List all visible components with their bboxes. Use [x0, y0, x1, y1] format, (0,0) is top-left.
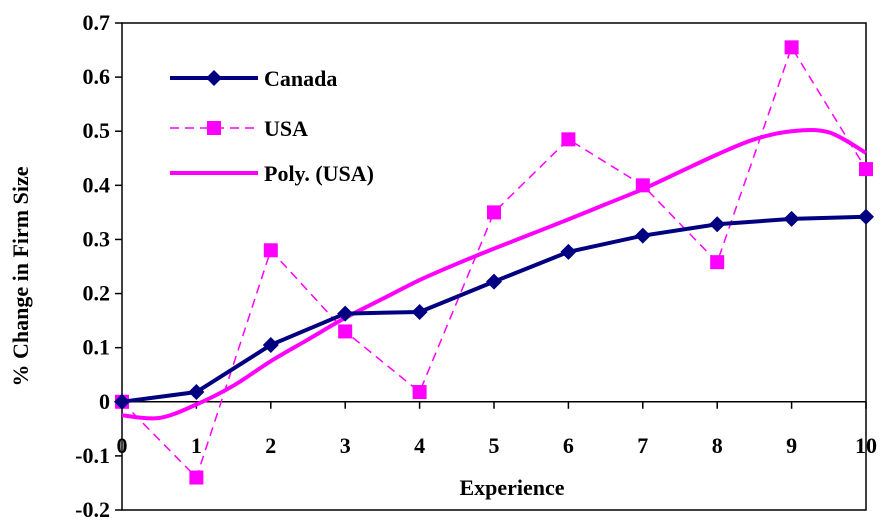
legend-usa-marker	[207, 121, 221, 135]
usa-point	[710, 255, 725, 270]
usa-point	[263, 243, 278, 258]
legend-canada-label: Canada	[264, 66, 337, 91]
legend-item-canada: Canada	[170, 66, 337, 91]
series-usa-line	[121, 45, 867, 479]
x-axis: 0 1 2 3 4 5 6 7 8 9 10	[117, 401, 877, 458]
x-tick-label: 4	[414, 433, 425, 458]
legend-poly-usa-label: Poly. (USA)	[264, 161, 374, 186]
legend-canada-marker	[206, 70, 222, 86]
usa-point	[635, 178, 650, 193]
x-tick-label: 1	[191, 433, 202, 458]
series-poly-usa-line	[121, 127, 868, 421]
x-tick-label: 8	[712, 433, 723, 458]
canada-point	[634, 227, 651, 244]
series-layer	[114, 40, 874, 485]
canada-point	[114, 393, 130, 410]
y-axis-title: % Change in Firm Size	[8, 166, 33, 386]
y-tick-label: 0	[99, 389, 110, 414]
usa-point	[338, 324, 353, 339]
legend-item-poly-usa: Poly. (USA)	[170, 161, 374, 186]
plot-border	[121, 22, 867, 511]
legend-item-usa: USA	[170, 116, 308, 141]
canada-point	[709, 216, 726, 233]
canada-point	[486, 273, 502, 290]
y-tick-label: 0.7	[83, 10, 111, 35]
x-tick-label: 0	[117, 433, 128, 458]
x-tick-label: 7	[637, 433, 648, 458]
x-tick-label: 3	[340, 433, 351, 458]
y-tick-label: 0.5	[83, 118, 111, 143]
usa-point	[412, 385, 427, 400]
canada-point	[188, 384, 205, 401]
x-tick-label: 2	[265, 433, 276, 458]
canada-point	[560, 243, 577, 260]
y-tick-label: 0.1	[83, 335, 111, 360]
legend-usa-label: USA	[264, 116, 308, 141]
x-tick-label: 5	[489, 433, 500, 458]
y-tick-label: 0.4	[83, 172, 111, 197]
y-tick-label: -0.2	[75, 497, 110, 520]
legend: Canada USA Poly. (USA)	[170, 66, 374, 186]
canada-point	[411, 303, 428, 320]
y-axis: 0.7 0.6 0.5 0.4 0.3 0.2 0.1 0 -0.1 -0.2	[75, 10, 122, 520]
x-axis-title: Experience	[459, 475, 564, 500]
y-tick-label: -0.1	[75, 443, 110, 468]
y-tick-label: 0.3	[83, 226, 111, 251]
usa-point	[784, 40, 799, 55]
canada-point	[262, 336, 279, 353]
series-canada-line	[121, 214, 867, 404]
usa-point	[189, 470, 204, 485]
usa-point	[487, 205, 501, 220]
usa-point	[561, 132, 576, 147]
y-tick-label: 0.6	[83, 64, 111, 89]
usa-point	[859, 162, 873, 177]
x-tick-label: 9	[786, 433, 797, 458]
canada-point	[783, 210, 800, 227]
x-tick-label: 6	[563, 433, 574, 458]
canada-point	[337, 305, 354, 322]
x-tick-label: 10	[855, 433, 877, 458]
canada-point	[858, 208, 874, 225]
y-tick-label: 0.2	[83, 281, 111, 306]
